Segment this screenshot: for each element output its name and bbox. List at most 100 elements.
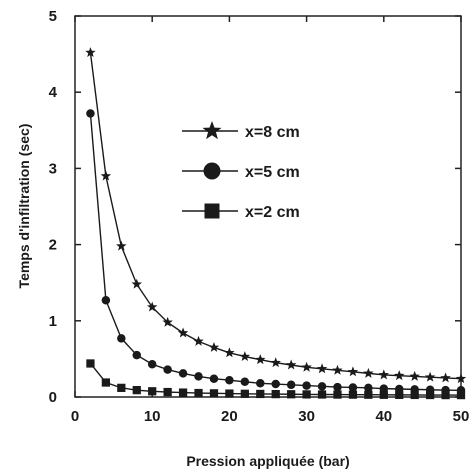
legend-entry: x=2 cm bbox=[182, 203, 300, 221]
y-tick-label: 1 bbox=[49, 313, 57, 330]
data-point bbox=[363, 367, 374, 378]
series-line bbox=[89, 113, 462, 391]
data-point bbox=[116, 240, 127, 251]
data-point bbox=[163, 387, 172, 397]
data-point bbox=[301, 361, 312, 372]
data-point bbox=[177, 327, 189, 338]
data-point bbox=[209, 374, 219, 383]
data-point bbox=[209, 389, 219, 398]
data-point bbox=[364, 390, 373, 399]
data-point bbox=[131, 278, 142, 289]
data-point bbox=[332, 364, 343, 375]
legend-label: x=8 cm bbox=[245, 124, 300, 141]
data-point bbox=[132, 386, 141, 395]
data-point bbox=[224, 347, 235, 358]
legend-label: x=5 cm bbox=[245, 164, 300, 181]
data-point bbox=[394, 370, 405, 381]
data-point bbox=[348, 390, 358, 399]
data-point bbox=[240, 377, 250, 387]
data-point bbox=[425, 390, 435, 400]
data-point bbox=[101, 295, 111, 305]
data-point bbox=[194, 388, 203, 398]
data-point bbox=[302, 381, 311, 390]
data-point bbox=[316, 363, 328, 374]
y-tick-label: 5 bbox=[49, 8, 57, 25]
data-point bbox=[271, 379, 280, 389]
data-point bbox=[424, 371, 436, 382]
data-point bbox=[117, 334, 126, 343]
data-point bbox=[455, 373, 467, 384]
data-point bbox=[117, 383, 126, 392]
axis-ticks: 0 10 20 30 40 50 0 1 2 3 4 5 bbox=[49, 8, 470, 425]
legend-marker bbox=[204, 203, 220, 219]
data-point bbox=[441, 390, 450, 400]
data-point bbox=[146, 301, 158, 312]
data-point bbox=[256, 379, 265, 388]
x-tick-label: 30 bbox=[298, 408, 315, 425]
data-point bbox=[101, 378, 111, 387]
data-point bbox=[270, 357, 281, 368]
data-point bbox=[178, 388, 188, 397]
y-tick-label: 2 bbox=[49, 237, 57, 254]
data-point bbox=[86, 359, 95, 368]
data-point bbox=[225, 375, 234, 385]
series-star bbox=[85, 47, 467, 384]
data-point bbox=[347, 366, 359, 377]
data-point bbox=[395, 390, 404, 399]
data-point bbox=[333, 390, 342, 399]
legend-label: x=2 cm bbox=[245, 204, 300, 221]
legend: x=8 cm x=5 cm x=2 cm bbox=[182, 121, 300, 221]
data-point bbox=[378, 369, 390, 380]
data-point bbox=[333, 382, 342, 392]
data-point bbox=[285, 359, 297, 370]
data-point bbox=[148, 387, 157, 396]
legend-entry: x=5 cm bbox=[182, 162, 300, 181]
series-circle bbox=[86, 109, 466, 395]
x-tick-label: 40 bbox=[375, 408, 392, 425]
x-tick-label: 10 bbox=[144, 408, 161, 425]
data-point bbox=[302, 390, 311, 399]
data-point bbox=[317, 390, 327, 399]
x-tick-label: 20 bbox=[221, 408, 238, 425]
plot-frame bbox=[74, 15, 462, 398]
data-point bbox=[194, 372, 203, 381]
series-square bbox=[86, 359, 466, 400]
data-point bbox=[287, 390, 296, 399]
data-point bbox=[364, 383, 373, 393]
x-tick-label: 50 bbox=[453, 408, 470, 425]
data-point bbox=[86, 109, 95, 118]
data-point bbox=[132, 350, 142, 360]
legend-marker bbox=[202, 121, 222, 140]
data-point bbox=[317, 382, 327, 391]
data-point bbox=[240, 389, 249, 398]
data-point bbox=[239, 351, 251, 362]
y-tick-label: 0 bbox=[49, 389, 57, 406]
data-point bbox=[456, 390, 466, 400]
y-tick-label: 4 bbox=[49, 84, 58, 101]
data-point bbox=[193, 335, 204, 346]
data-point bbox=[178, 369, 188, 378]
data-point bbox=[162, 316, 173, 327]
data-point bbox=[271, 389, 280, 399]
data-point bbox=[225, 389, 234, 398]
y-tick-label: 3 bbox=[49, 160, 57, 177]
x-tick-label: 0 bbox=[71, 408, 79, 425]
y-axis-label: Temps d'infiltration (sec) bbox=[16, 124, 32, 289]
data-point bbox=[286, 380, 296, 390]
data-point bbox=[256, 389, 265, 399]
data-point bbox=[163, 365, 172, 374]
data-point bbox=[440, 372, 451, 383]
data-point bbox=[147, 359, 157, 369]
data-point bbox=[208, 341, 220, 352]
legend-marker bbox=[203, 162, 221, 180]
series-layer bbox=[85, 47, 467, 400]
data-point bbox=[100, 170, 112, 181]
data-point bbox=[348, 383, 358, 392]
data-point bbox=[410, 390, 419, 400]
data-point bbox=[379, 390, 388, 399]
legend-entry: x=8 cm bbox=[182, 121, 300, 141]
data-point bbox=[255, 354, 266, 365]
data-point bbox=[85, 47, 96, 58]
data-point bbox=[409, 370, 420, 381]
